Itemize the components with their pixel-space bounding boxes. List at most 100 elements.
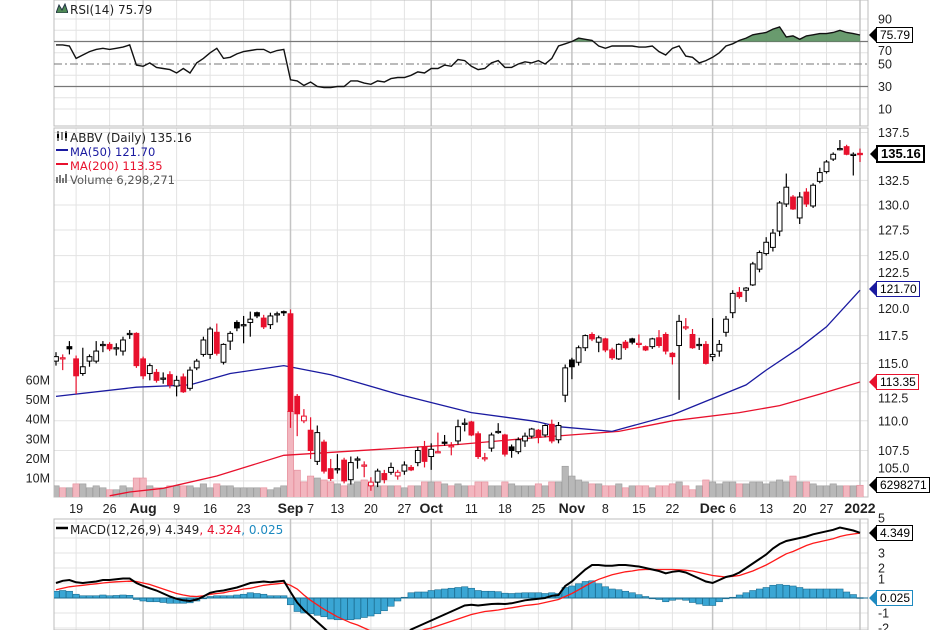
volume-bar [829,483,837,497]
volume-axis-label: 40M [26,413,50,427]
volume-bar [293,469,301,497]
volume-bar [735,483,743,497]
volume-bar [387,485,395,497]
volume-bar [65,487,73,497]
candle-body [535,429,542,438]
volume-bar [682,485,690,497]
candle [703,341,709,365]
macd-histogram-bar [789,585,797,599]
ma50-legend: MA(50) 121.70 [56,145,155,159]
macd-legend-text: MACD(12,26,9) 4.349 [70,523,200,537]
line-swatch-icon [56,147,68,157]
rsi-value-tag: 75.79 [868,27,914,43]
candle [495,423,502,434]
candle [615,343,622,361]
candle [803,188,810,207]
candle-body [441,441,448,444]
candle-body [448,445,455,448]
ma200-legend: MA(200) 113.35 [56,159,163,173]
candle-body [307,429,314,452]
macd-histogram-bar [253,593,261,599]
x-axis-label: 13 [330,502,344,516]
candle-body [133,332,140,367]
macd-histogram-bar [59,590,67,599]
ma200-line [109,381,861,497]
candle [542,424,549,438]
candlestick-icon [56,131,68,143]
candle [428,443,435,470]
macd-histogram-bar [380,597,388,612]
volume-legend: Volume 6,298,271 [56,173,175,187]
price-axis-label: 120.0 [878,302,909,316]
rsi-axis-label: 10 [878,103,892,117]
candle [327,458,334,481]
candle [776,200,783,237]
candle [287,309,294,428]
macd-histogram-value-tag-text: 0.025 [880,591,911,605]
volume-bar [796,481,804,497]
macd-histogram-bar [776,584,784,599]
macd-axis-label: 1 [878,573,885,587]
candle-body [160,377,167,380]
macd-histogram-bar [494,591,502,599]
volume-bar [702,479,710,497]
volume-bar [253,487,261,497]
candle-body [636,342,642,346]
candle [796,192,803,224]
candle [66,341,73,355]
candle [723,315,729,337]
candle [548,419,555,444]
candle [729,290,736,319]
x-axis-label: 9 [173,502,180,516]
macd-histogram-bar [796,587,804,599]
candle [227,331,234,350]
volume-bar [467,485,475,497]
candle-body [100,343,106,347]
candle-body [79,366,86,375]
candle [508,444,515,458]
macd-histogram-bar [709,597,717,606]
x-axis-label: 8 [602,502,609,516]
volume-bar [856,484,864,497]
volume-value-tag-text: 6298271 [880,478,927,492]
volume-bar [260,487,268,497]
volume-bar [568,475,576,497]
volume-bar [749,481,757,497]
candle [837,140,843,151]
candle-body [200,339,207,355]
candle-body [428,448,435,458]
candle-body [609,349,616,359]
x-axis-label: 27 [820,502,834,516]
volume-bar [595,483,603,497]
price-axis-label: 130.0 [878,198,909,212]
x-axis-label: 2022 [844,500,875,516]
volume-bar [106,489,114,497]
rsi-area-icon [56,3,68,15]
macd-series [54,526,868,630]
volume-bar [836,485,844,497]
candle-body [488,434,495,449]
candle-body [321,441,327,472]
x-axis-label: 7 [307,502,314,516]
volume-bar [742,483,750,497]
volume-bar [668,483,676,497]
macd-histogram-bar [146,597,154,603]
price-legend-text: ABBV (Daily) 135.16 [70,131,192,145]
volume-bar [92,485,100,497]
candle-body [227,332,234,342]
candle-body [73,358,79,377]
macd-histogram-bar [487,590,495,599]
volume-bar [662,485,670,497]
volume-legend-text: Volume 6,298,271 [70,173,175,187]
volume-bar [769,481,777,497]
macd-histogram-bar [601,586,609,599]
candle [187,366,193,391]
candle [575,345,582,366]
x-axis-label: 19 [69,502,83,516]
volume-bar [809,483,817,497]
macd-histogram-bar [414,591,422,599]
macd-histogram-bar [508,593,516,599]
macd-legend: MACD(12,26,9) 4.349, 4.324, 0.025 [56,523,283,537]
candle [696,337,703,350]
macd-axis-label: 5 [878,512,885,526]
